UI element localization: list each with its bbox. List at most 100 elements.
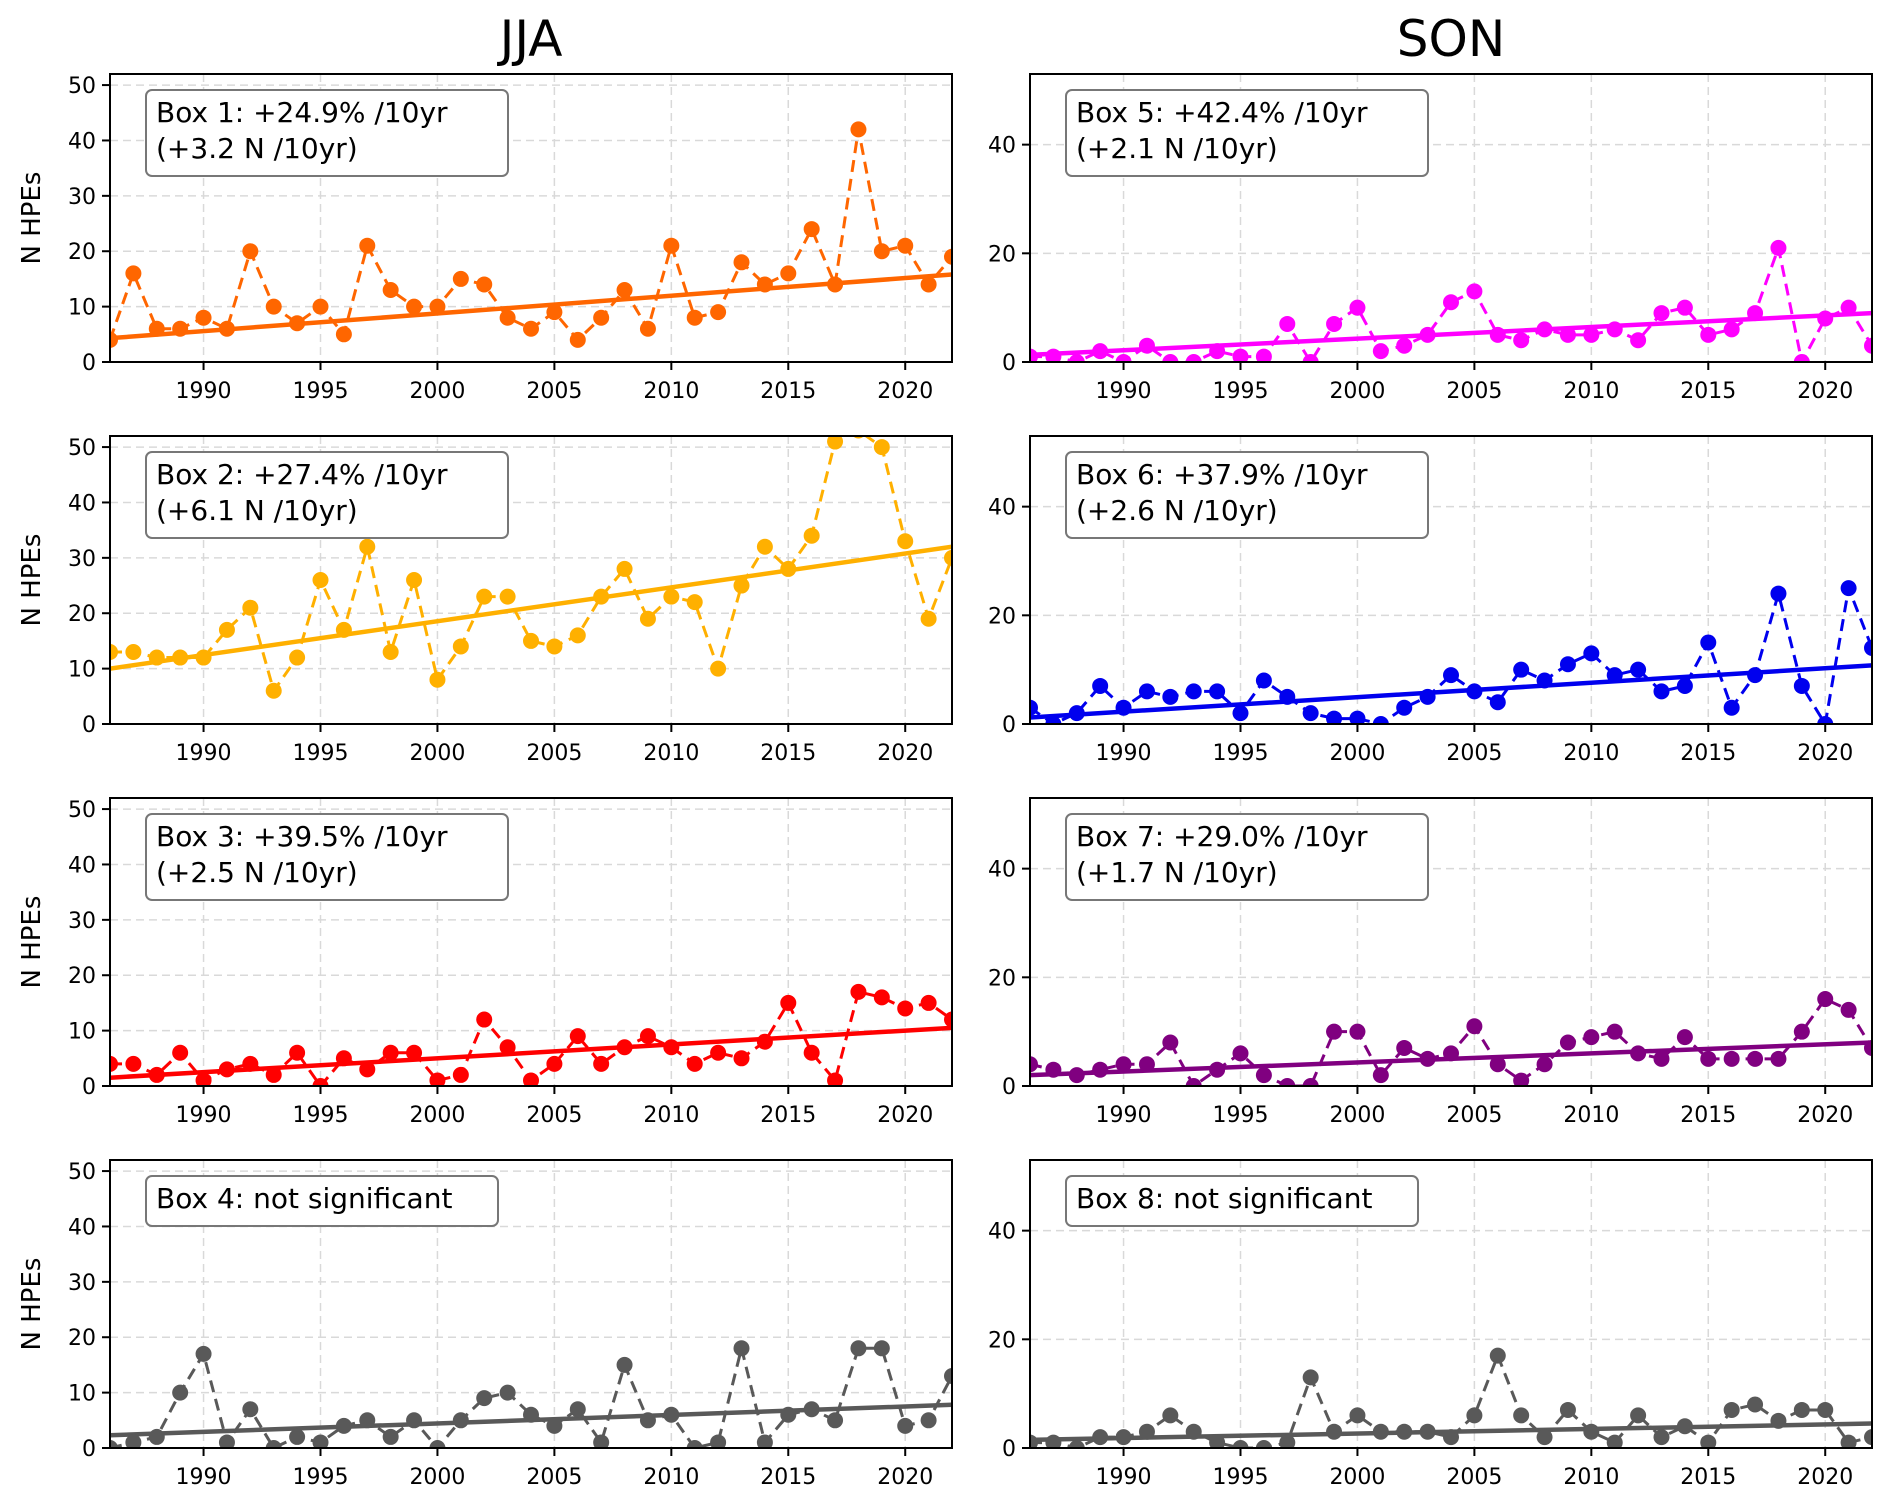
data-point (125, 265, 142, 282)
data-point (1162, 688, 1179, 705)
data-point (312, 298, 329, 315)
data-point (1653, 1429, 1670, 1446)
data-point (218, 1061, 235, 1078)
x-tick-label: 1990 (1096, 379, 1152, 404)
data-point (265, 682, 282, 699)
x-tick-label: 1990 (176, 1465, 232, 1490)
data-point (1138, 1056, 1155, 1073)
data-point (1700, 1050, 1717, 1067)
data-point (382, 1044, 399, 1061)
data-point (1583, 326, 1600, 343)
data-point (756, 276, 773, 293)
x-tick-label: 1995 (293, 741, 349, 766)
data-point (710, 1044, 727, 1061)
data-point (1279, 1078, 1296, 1086)
y-tick-label: 20 (988, 966, 1016, 991)
y-tick-label: 50 (68, 1160, 96, 1185)
y-tick-label: 20 (68, 1326, 96, 1351)
data-point (1232, 1440, 1249, 1448)
data-point (172, 320, 189, 337)
data-point (195, 1072, 212, 1086)
data-point (148, 1428, 165, 1445)
axes-frame (109, 435, 953, 725)
data-point (1559, 656, 1576, 673)
data-point (780, 265, 797, 282)
y-tick-label: 50 (68, 74, 96, 99)
y-tick-label: 40 (988, 134, 1016, 159)
panel-box-6: 1990 1995 2000 2005 2010 2015 2020 0 20 40 Box 6: … (988, 435, 1873, 766)
x-tick-label: 2000 (1329, 741, 1385, 766)
y-tick-label: 0 (82, 351, 96, 376)
data-point (1209, 683, 1226, 700)
x-tick-label: 2015 (1680, 741, 1736, 766)
x-tick-label: 2005 (1446, 1103, 1502, 1128)
y-tick-label: 10 (68, 296, 96, 321)
data-point (780, 1406, 797, 1423)
data-point (242, 243, 259, 260)
data-point (1817, 716, 1834, 724)
y-tick-label: 20 (68, 240, 96, 265)
x-tick-label: 1990 (176, 379, 232, 404)
x-tick-label: 2020 (1797, 1465, 1853, 1490)
panel-box-1: 1990 1995 2000 2005 2010 2015 2020 0 10 20 30 40 50 N… (17, 73, 953, 404)
plot-area (110, 1340, 952, 1448)
data-point (1770, 1050, 1787, 1067)
data-point (1489, 1347, 1506, 1364)
data-point (780, 994, 797, 1011)
data-point (1302, 1369, 1319, 1386)
data-point (1606, 1434, 1623, 1448)
data-point (335, 326, 352, 343)
data-point (1396, 1039, 1413, 1056)
data-point (1817, 991, 1834, 1008)
annotation-text: Box 7: +29.0% /10yr (1076, 820, 1368, 853)
data-point (873, 1340, 890, 1357)
data-point (1045, 716, 1062, 724)
panel-box-8: 1990 1995 2000 2005 2010 2015 2020 0 20 40 Box 8: … (988, 1159, 1873, 1490)
data-point (1513, 332, 1530, 349)
annotation-text: (+3.2 N /10yr) (156, 132, 358, 165)
annotation-text: (+6.1 N /10yr) (156, 494, 358, 527)
annotation-box (1065, 451, 1429, 539)
data-point (1840, 1001, 1857, 1018)
data-point (359, 1412, 376, 1429)
x-tick-label: 2005 (526, 379, 582, 404)
x-tick-label: 2020 (1797, 741, 1853, 766)
plot-area (1030, 580, 1872, 724)
axes-frame (109, 73, 953, 363)
data-point (1630, 332, 1647, 349)
data-point (1419, 1050, 1436, 1067)
data-point (1864, 639, 1872, 656)
data-point (1559, 326, 1576, 343)
axes-frame (1029, 435, 1873, 725)
data-point (1466, 283, 1483, 300)
data-point (452, 1066, 469, 1083)
data-point (1606, 1023, 1623, 1040)
data-point (1419, 1423, 1436, 1440)
data-point (897, 533, 914, 550)
annotation-text: Box 3: +39.5% /10yr (156, 820, 448, 853)
data-point (242, 1401, 259, 1418)
data-point (1045, 1434, 1062, 1448)
data-point (686, 1440, 703, 1448)
data-point (593, 1434, 610, 1448)
x-tick-label: 1995 (293, 1465, 349, 1490)
data-point (616, 560, 633, 577)
x-tick-label: 2005 (526, 741, 582, 766)
annotation-text: Box 5: +42.4% /10yr (1076, 96, 1368, 129)
data-point (359, 237, 376, 254)
data-point (1115, 699, 1132, 716)
data-point (1559, 1401, 1576, 1418)
data-point (1302, 354, 1319, 362)
x-tick-label: 2000 (409, 1465, 465, 1490)
x-tick-label: 2015 (760, 741, 816, 766)
data-point (429, 1072, 446, 1086)
data-point (1209, 1434, 1226, 1448)
data-point (593, 309, 610, 326)
data-point (1700, 1434, 1717, 1448)
data-point (1185, 1423, 1202, 1440)
data-point (523, 1072, 539, 1086)
data-point (218, 621, 235, 638)
data-point (1489, 1056, 1506, 1073)
y-tick-label: 50 (68, 436, 96, 461)
